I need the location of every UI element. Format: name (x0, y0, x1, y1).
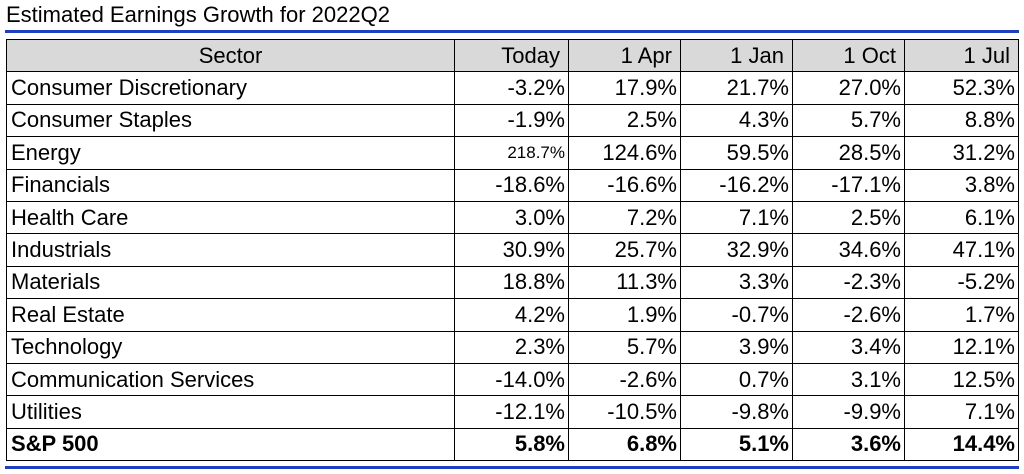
value-cell: 18.8% (454, 265, 569, 300)
value-cell: 2.5% (568, 103, 681, 138)
value-cell: -2.6% (792, 298, 905, 332)
value-cell: -9.8% (680, 395, 793, 429)
value-cell: 12.1% (904, 330, 1019, 364)
total-value-cell: 3.6% (792, 427, 905, 462)
sector-cell: Communication Services (6, 362, 455, 397)
value-cell: 8.8% (904, 103, 1019, 138)
column-header-sector: Sector (6, 38, 455, 73)
value-cell: -1.9% (454, 103, 569, 138)
sector-cell: Consumer Discretionary (6, 71, 455, 105)
table-row: Consumer Staples -1.9% 2.5% 4.3% 5.7% 8.… (6, 103, 1019, 138)
value-cell: 3.1% (792, 362, 905, 397)
value-cell: 3.0% (454, 200, 569, 235)
value-cell: -16.2% (680, 168, 793, 202)
value-cell: 12.5% (904, 362, 1019, 397)
value-cell: 3.3% (680, 265, 793, 300)
value-cell: -17.1% (792, 168, 905, 202)
value-cell: -0.7% (680, 298, 793, 332)
value-cell: 3.9% (680, 330, 793, 364)
total-value-cell: 5.1% (680, 427, 793, 462)
value-cell: 7.2% (568, 200, 681, 235)
sector-cell: Industrials (6, 233, 455, 267)
value-cell: 5.7% (568, 330, 681, 364)
sector-cell: Real Estate (6, 298, 455, 332)
value-cell: 6.1% (904, 200, 1019, 235)
column-header-today: Today (454, 38, 569, 73)
sector-cell: Materials (6, 265, 455, 300)
table-row: Materials 18.8% 11.3% 3.3% -2.3% -5.2% (6, 265, 1019, 300)
value-cell: 52.3% (904, 71, 1019, 105)
total-value-cell: 6.8% (568, 427, 681, 462)
value-cell: 17.9% (568, 71, 681, 105)
value-cell: 1.9% (568, 298, 681, 332)
table-row: Industrials 30.9% 25.7% 32.9% 34.6% 47.1… (6, 233, 1019, 267)
value-cell: 28.5% (792, 136, 905, 170)
value-cell: 11.3% (568, 265, 681, 300)
table-row: Utilities -12.1% -10.5% -9.8% -9.9% 7.1% (6, 395, 1019, 429)
sector-cell: Utilities (6, 395, 455, 429)
total-row: S&P 500 5.8% 6.8% 5.1% 3.6% 14.4% (6, 427, 1019, 462)
sector-cell: Energy (6, 136, 455, 170)
value-cell: -5.2% (904, 265, 1019, 300)
value-cell: 4.2% (454, 298, 569, 332)
sector-cell: Financials (6, 168, 455, 202)
value-cell: -18.6% (454, 168, 569, 202)
total-value-cell: 5.8% (454, 427, 569, 462)
value-cell: 124.6% (568, 136, 681, 170)
table-row: Consumer Discretionary -3.2% 17.9% 21.7%… (6, 71, 1019, 105)
value-cell: 3.8% (904, 168, 1019, 202)
total-sector-cell: S&P 500 (6, 427, 455, 462)
value-cell: 30.9% (454, 233, 569, 267)
page-title: Estimated Earnings Growth for 2022Q2 (6, 2, 390, 27)
table-row: Technology 2.3% 5.7% 3.9% 3.4% 12.1% (6, 330, 1019, 364)
earnings-growth-table: Sector Today 1 Apr 1 Jan 1 Oct 1 Jul Con… (6, 38, 1019, 462)
table-row: Real Estate 4.2% 1.9% -0.7% -2.6% 1.7% (6, 298, 1019, 332)
value-cell: -9.9% (792, 395, 905, 429)
value-cell: 31.2% (904, 136, 1019, 170)
value-cell: 218.7% (454, 136, 569, 170)
sector-cell: Consumer Staples (6, 103, 455, 138)
value-cell: 32.9% (680, 233, 793, 267)
value-cell: 59.5% (680, 136, 793, 170)
value-cell: 7.1% (680, 200, 793, 235)
sector-cell: Technology (6, 330, 455, 364)
column-header-1-oct: 1 Oct (792, 38, 905, 73)
value-cell: 3.4% (792, 330, 905, 364)
total-value-cell: 14.4% (904, 427, 1019, 462)
value-cell: 21.7% (680, 71, 793, 105)
value-cell: -3.2% (454, 71, 569, 105)
value-cell: -16.6% (568, 168, 681, 202)
sector-cell: Health Care (6, 200, 455, 235)
value-cell: 7.1% (904, 395, 1019, 429)
column-header-1-jan: 1 Jan (680, 38, 793, 73)
value-cell: -14.0% (454, 362, 569, 397)
value-cell: -2.6% (568, 362, 681, 397)
table-row: Communication Services -14.0% -2.6% 0.7%… (6, 362, 1019, 397)
column-header-1-apr: 1 Apr (568, 38, 681, 73)
value-cell: -10.5% (568, 395, 681, 429)
table-row: Health Care 3.0% 7.2% 7.1% 2.5% 6.1% (6, 200, 1019, 235)
value-cell: 47.1% (904, 233, 1019, 267)
value-cell: -2.3% (792, 265, 905, 300)
value-cell: 2.3% (454, 330, 569, 364)
table-row: Financials -18.6% -16.6% -16.2% -17.1% 3… (6, 168, 1019, 202)
value-cell: 4.3% (680, 103, 793, 138)
header-row: Sector Today 1 Apr 1 Jan 1 Oct 1 Jul (6, 38, 1019, 73)
value-cell: 34.6% (792, 233, 905, 267)
value-cell: 2.5% (792, 200, 905, 235)
bottom-rule (5, 466, 1019, 469)
value-cell: 0.7% (680, 362, 793, 397)
column-header-1-jul: 1 Jul (904, 38, 1019, 73)
title-rule (5, 30, 1019, 33)
value-cell: -12.1% (454, 395, 569, 429)
value-cell: 27.0% (792, 71, 905, 105)
value-cell: 5.7% (792, 103, 905, 138)
value-cell: 25.7% (568, 233, 681, 267)
value-cell: 1.7% (904, 298, 1019, 332)
table-row: Energy 218.7% 124.6% 59.5% 28.5% 31.2% (6, 136, 1019, 170)
